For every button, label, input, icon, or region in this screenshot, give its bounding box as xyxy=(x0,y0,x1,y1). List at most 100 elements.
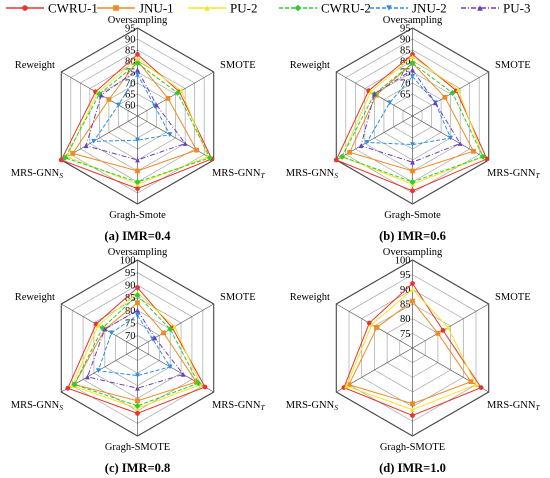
legend-label: JNU-2 xyxy=(412,1,447,16)
data-point xyxy=(347,149,353,155)
data-point xyxy=(368,89,373,95)
axis-label: Oversampling xyxy=(383,15,443,26)
data-point xyxy=(154,102,159,108)
axis-label: MRS-GNNT xyxy=(487,168,540,180)
data-point xyxy=(135,157,140,163)
tick-label: 60 xyxy=(125,101,136,112)
data-point xyxy=(484,156,490,162)
legend-label: PU-3 xyxy=(503,1,530,16)
data-point xyxy=(410,407,415,412)
data-point xyxy=(98,92,104,98)
chart-caption: (d) IMR=1.0 xyxy=(379,461,446,475)
series-line xyxy=(67,286,206,414)
data-point xyxy=(152,335,158,341)
chart-caption: (a) IMR=0.4 xyxy=(104,229,171,243)
tick-label: 85 xyxy=(125,46,136,57)
data-point xyxy=(373,92,379,98)
data-point xyxy=(62,154,69,161)
data-point xyxy=(410,286,415,292)
axis-label: Reweight xyxy=(15,60,55,71)
tick-label: 65 xyxy=(400,90,411,101)
axis-label: Reweight xyxy=(15,292,55,303)
chart-caption: (c) IMR=0.8 xyxy=(105,461,170,475)
axis-label: MRS-GNNT xyxy=(212,168,265,180)
data-point xyxy=(195,380,202,387)
series-cwru-1 xyxy=(341,281,484,418)
data-point xyxy=(135,186,140,192)
data-point xyxy=(69,383,75,389)
data-point xyxy=(410,188,415,194)
legend-item: PU-2 xyxy=(188,1,257,16)
data-point xyxy=(116,102,121,108)
data-point xyxy=(193,379,199,385)
data-point xyxy=(167,364,173,370)
series-pu-3 xyxy=(85,307,186,391)
tick-label: 70 xyxy=(125,79,136,90)
data-point xyxy=(371,91,377,97)
axis-spoke xyxy=(137,71,214,117)
series-line xyxy=(360,69,461,163)
data-point xyxy=(440,328,446,333)
data-point xyxy=(198,382,204,387)
data-point xyxy=(471,148,476,154)
tick-label: 100 xyxy=(395,256,411,267)
series-jnu-1 xyxy=(346,298,474,407)
legend-label: PU-2 xyxy=(230,1,257,16)
radar-chart-c: 707580859095100OversamplingSMOTEMRS-GNNT… xyxy=(11,247,266,475)
data-point xyxy=(478,385,484,390)
axis-label: Gragh-Smote xyxy=(384,210,441,221)
tick-label: 75 xyxy=(400,68,411,79)
tick-label: 85 xyxy=(400,300,411,311)
data-point xyxy=(135,398,140,404)
data-point xyxy=(172,324,177,330)
legend-marker xyxy=(386,5,392,11)
data-point xyxy=(167,132,173,138)
series-jnu-2 xyxy=(91,71,173,144)
axis-label: MRS-GNNS xyxy=(286,400,338,412)
tick-label: 90 xyxy=(125,281,136,292)
radar-chart-d: 7580859095100OversamplingSMOTEMRS-GNNTGr… xyxy=(286,247,541,475)
data-point xyxy=(432,100,438,106)
legend-marker xyxy=(294,4,302,12)
series-pu-3 xyxy=(83,67,188,163)
data-point xyxy=(410,298,415,304)
data-point xyxy=(344,383,349,389)
data-point xyxy=(410,142,415,147)
data-point xyxy=(468,379,474,385)
data-point xyxy=(95,368,101,374)
data-point xyxy=(410,413,415,418)
axis-label: SMOTE xyxy=(495,292,531,303)
data-point xyxy=(135,67,140,73)
data-point xyxy=(134,402,141,409)
data-point xyxy=(178,88,184,94)
chart-legend: CWRU-1 JNU-1 PU-2 CWRU-2 JNU-2 PU-3 xyxy=(6,1,530,16)
data-point xyxy=(410,159,415,165)
axis-spoke xyxy=(137,115,214,161)
data-point xyxy=(70,151,76,156)
data-point xyxy=(58,157,64,163)
data-point xyxy=(448,135,454,141)
data-point xyxy=(435,330,441,336)
data-point xyxy=(366,320,372,326)
legend-label: CWRU-2 xyxy=(321,1,371,16)
tick-label: 75 xyxy=(125,318,136,329)
data-point xyxy=(445,325,451,330)
data-point xyxy=(410,168,415,174)
tick-label: 90 xyxy=(400,35,411,46)
data-point xyxy=(135,373,140,379)
series-cwru-2 xyxy=(71,292,202,409)
axis-label: Reweight xyxy=(290,292,330,303)
data-point xyxy=(135,385,140,391)
chart-caption: (b) IMR=0.6 xyxy=(379,229,446,243)
tick-label: 70 xyxy=(125,331,136,342)
axis-label: MRS-GNNS xyxy=(11,168,63,180)
data-point xyxy=(106,97,112,102)
data-point xyxy=(409,179,416,185)
legend-label: JNU-1 xyxy=(139,1,174,16)
data-point xyxy=(71,381,78,388)
legend-item: CWRU-1 xyxy=(6,1,98,16)
data-point xyxy=(364,140,370,145)
series-cwru-2 xyxy=(339,60,486,185)
data-point xyxy=(346,382,352,388)
